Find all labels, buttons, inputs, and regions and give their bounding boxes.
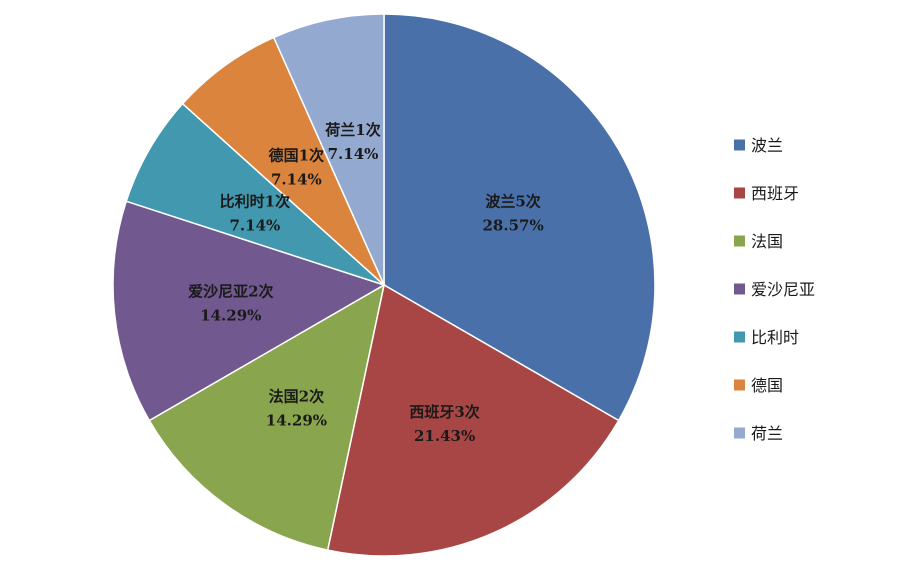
pie-slice-4 [112, 200, 386, 422]
legend-label-6: 德国 [751, 376, 783, 395]
legend-swatch-6 [734, 379, 745, 391]
legend-swatch-7 [734, 427, 745, 439]
legend-swatch-3 [734, 235, 745, 247]
slice-percent-7: 7.14% [328, 145, 379, 163]
slice-percent-1: 28.57% [482, 217, 543, 235]
slice-percent-6: 7.14% [271, 170, 322, 188]
legend-label-3: 法国 [751, 232, 783, 251]
slice-label-3: 法国2次 [269, 388, 324, 406]
legend-label-2: 西班牙 [751, 184, 799, 203]
legend-swatch-4 [734, 283, 745, 295]
pie-slice-5 [125, 102, 385, 286]
slice-label-7: 荷兰1次 [325, 121, 380, 139]
legend-label-5: 比利时 [751, 328, 799, 347]
pie-slices [112, 13, 656, 557]
slice-label-2: 西班牙3次 [409, 403, 479, 421]
slice-label-4: 爱沙尼亚2次 [188, 283, 273, 301]
slice-label-1: 波兰5次 [485, 193, 540, 211]
legend-label-1: 波兰 [751, 136, 783, 155]
legend-swatch-2 [734, 187, 745, 199]
slice-labels: 波兰5次 28.57% 西班牙3次 21.43% 法国2次 14.29% 爱沙尼亚2次 14.… [188, 121, 544, 445]
pie-slice-1 [383, 13, 656, 422]
legend-label-4: 爱沙尼亚 [751, 280, 815, 299]
slice-label-6: 德国1次 [269, 146, 324, 164]
slice-percent-4: 14.29% [200, 307, 261, 325]
legend-label-7: 荷兰 [751, 424, 783, 443]
pie-slice-2 [326, 283, 620, 557]
legend-swatch-1 [734, 139, 745, 151]
slice-label-5: 比利时1次 [220, 193, 290, 211]
pie-slice-3 [148, 283, 386, 551]
pie-slice-7 [272, 13, 385, 286]
slice-percent-3: 14.29% [266, 412, 327, 430]
slice-percent-2: 21.43% [414, 427, 475, 445]
pie-slice-6 [181, 36, 385, 286]
slice-percent-5: 7.14% [230, 217, 281, 235]
legend-swatch-5 [734, 331, 745, 343]
